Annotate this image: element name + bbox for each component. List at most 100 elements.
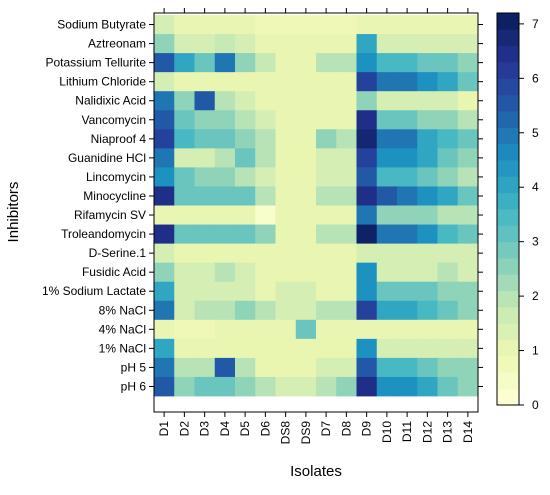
heatmap-cell [214, 15, 236, 35]
heatmap-cell [356, 338, 378, 359]
heatmap-cell [336, 91, 357, 111]
heatmap-cell [336, 110, 357, 130]
heatmap-cell [397, 72, 418, 92]
heatmap-cell [397, 281, 418, 302]
heatmap-cell [154, 376, 175, 397]
heatmap-cell [275, 357, 297, 378]
y-tick-label: pH 6 [121, 379, 147, 393]
x-tick-label: D2 [177, 421, 191, 437]
colorbar-segment [497, 78, 519, 96]
heatmap-cell [214, 357, 236, 378]
heatmap-cell [174, 262, 195, 283]
heatmap-cell [376, 281, 398, 302]
y-axis-title: Inhibitors [5, 182, 22, 243]
heatmap-cell [376, 148, 398, 168]
x-tick-label: D14 [461, 421, 475, 443]
heatmap-cell [275, 224, 297, 244]
heatmap-cell [174, 91, 195, 111]
heatmap-cell [336, 15, 357, 35]
heatmap-cell [174, 110, 195, 130]
colorbar-segment [497, 241, 519, 259]
colorbar-segment [497, 143, 519, 161]
heatmap-cell [356, 129, 378, 149]
heatmap-cell [376, 319, 398, 340]
heatmap-cell [417, 15, 438, 35]
heatmap-cell [417, 281, 438, 302]
x-tick-label: DS8 [279, 421, 293, 445]
heatmap-cell [214, 53, 236, 73]
heatmap-cell [275, 243, 297, 264]
x-tick-label: D3 [198, 421, 212, 437]
heatmap-cell [255, 205, 276, 225]
heatmap-cell [174, 186, 195, 206]
heatmap-cell [275, 319, 297, 340]
heatmap-cell [154, 205, 175, 225]
heatmap-cell [275, 167, 297, 187]
heatmap-cell [417, 129, 438, 149]
plot-frame [153, 12, 479, 413]
heatmap-cell [336, 224, 357, 244]
colorbar-segment [497, 356, 519, 373]
heatmap-cell [336, 281, 357, 302]
heatmap-cell [417, 53, 438, 73]
heatmap-cell [235, 148, 256, 168]
colorbar: 0 1 2 3 4 5 6 7 [496, 12, 539, 412]
heatmap-cell [376, 34, 398, 54]
heatmap-cell [316, 34, 337, 54]
heatmap-cell [437, 186, 459, 206]
heatmap-cell [295, 262, 317, 283]
heatmap-cell [397, 53, 418, 73]
heatmap-cell [437, 224, 459, 244]
heatmap-cell [214, 91, 236, 111]
x-tick-label: D11 [400, 421, 414, 442]
heatmap-cell [174, 205, 195, 225]
y-tick-label: Lincomycin [86, 170, 146, 184]
heatmap-cell [336, 338, 357, 359]
heatmap-cell [356, 300, 378, 321]
heatmap-cell [194, 91, 216, 111]
heatmap-cell [194, 357, 216, 378]
heatmap-cell [235, 319, 256, 340]
heatmap-cell [356, 15, 378, 35]
heatmap-cell [437, 281, 459, 302]
colorbar-segment [497, 323, 519, 341]
heatmap-cell [336, 262, 357, 283]
heatmap-cell [457, 129, 479, 149]
heatmap-cell [397, 186, 418, 206]
x-tick-label: D6 [258, 421, 272, 437]
heatmap-cell [417, 224, 438, 244]
heatmap-cell [214, 110, 236, 130]
heatmap-cell [437, 91, 459, 111]
heatmap-cell [417, 300, 438, 321]
heatmap-cell [194, 300, 216, 321]
heatmap-cell [275, 34, 297, 54]
heatmap-cell [437, 357, 459, 378]
heatmap-cell [457, 148, 479, 168]
heatmap-cell [417, 91, 438, 111]
heatmap-cell [154, 167, 175, 187]
heatmap-cell [397, 167, 418, 187]
heatmap-cell [295, 224, 317, 244]
heatmap-cell [295, 148, 317, 168]
heatmap-cell [437, 319, 459, 340]
heatmap-cell [194, 129, 216, 149]
heatmap-cell [255, 224, 276, 244]
heatmap-cell [214, 34, 236, 54]
heatmap-cell [154, 224, 175, 244]
heatmap-cell [336, 186, 357, 206]
heatmap-cell [174, 243, 195, 264]
heatmap-cell [457, 91, 479, 111]
heatmap-cell [437, 148, 459, 168]
heatmap-cell [356, 376, 378, 397]
y-axis: Sodium Butyrate Aztreonam Potassium Tellur… [42, 18, 483, 393]
heatmap-cell [376, 129, 398, 149]
y-tick-label: 1% NaCl [99, 341, 146, 355]
heatmap-cell [214, 281, 236, 302]
heatmap-cell [295, 129, 317, 149]
heatmap-cell [457, 281, 479, 302]
colorbar-segment [497, 307, 519, 324]
colorbar-segment [497, 339, 519, 357]
heatmap-cell [194, 281, 216, 302]
heatmap-cell [376, 300, 398, 321]
